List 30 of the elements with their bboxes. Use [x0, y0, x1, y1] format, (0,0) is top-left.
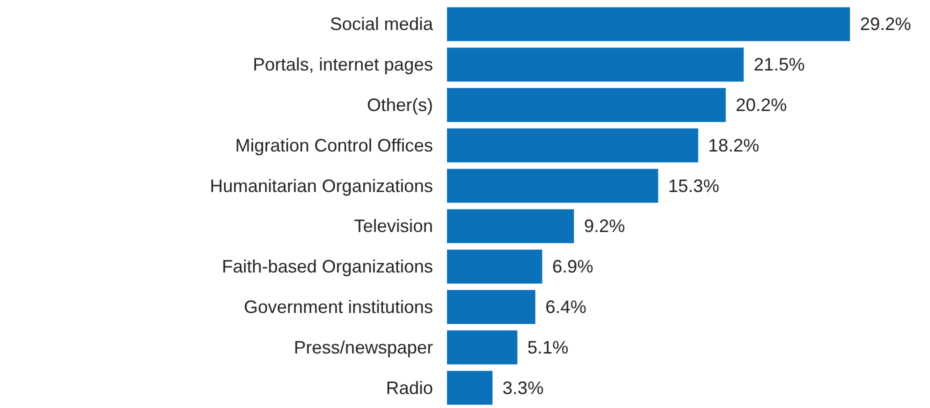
y-tick-label: Other(s) [366, 95, 433, 115]
bar [447, 168, 658, 203]
data-label: 29.2% [860, 14, 912, 34]
data-label: 18.2% [708, 135, 760, 156]
bar [447, 330, 518, 364]
data-label: 20.2% [736, 95, 787, 115]
bar [447, 250, 542, 284]
y-tick-label: Television [354, 216, 433, 236]
y-tick-label: Humanitarian Organizations [210, 176, 433, 196]
y-tick-label: Government institutions [244, 297, 433, 317]
bar [447, 370, 493, 405]
data-label: 6.4% [545, 297, 586, 317]
data-label: 6.9% [552, 256, 594, 277]
bar [447, 7, 850, 42]
bar [447, 290, 536, 324]
y-tick-label: Radio [386, 378, 433, 398]
y-tick-label: Migration Control Offices [235, 135, 433, 156]
bar [447, 48, 744, 82]
y-tick-label: Social media [330, 14, 434, 34]
bar [447, 209, 574, 244]
bar [447, 88, 726, 122]
data-label: 5.1% [527, 337, 568, 358]
y-tick-label: Press/newspaper [294, 337, 433, 358]
y-tick-label: Portals, internet pages [252, 54, 433, 75]
data-label: 9.2% [584, 216, 626, 236]
data-label: 3.3% [502, 378, 544, 398]
data-label: 15.3% [668, 176, 720, 196]
y-tick-label: Faith-based Organizations [222, 256, 433, 277]
bar [447, 128, 698, 162]
data-label: 21.5% [754, 54, 805, 75]
